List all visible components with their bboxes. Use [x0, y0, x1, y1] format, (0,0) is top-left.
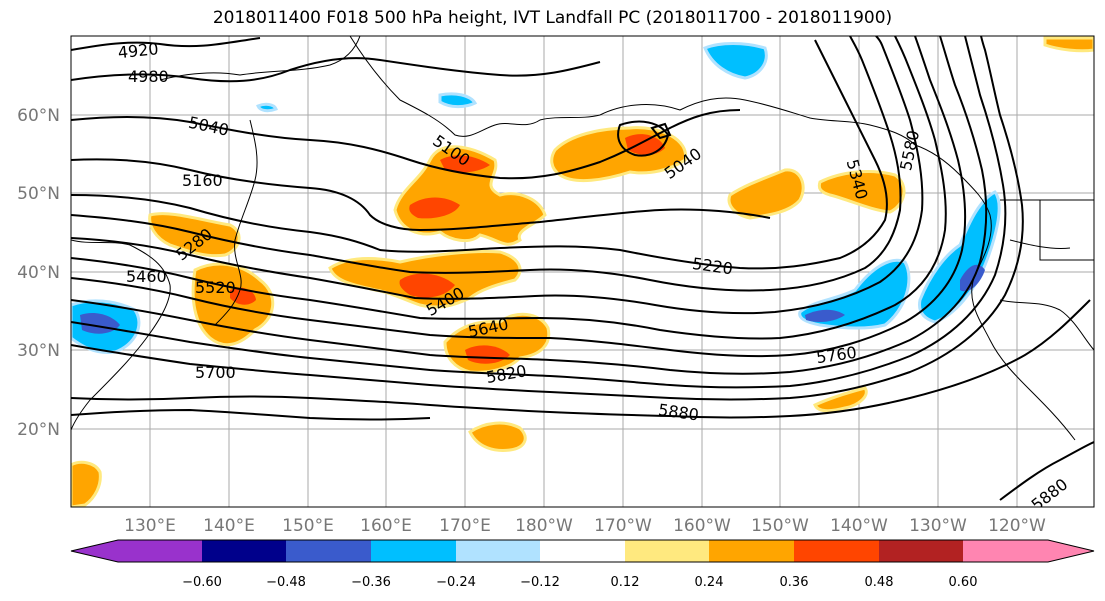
- lon-label: 120°W: [988, 516, 1046, 536]
- longitude-labels: 130°E 140°E 150°E 160°E 170°E 180°W 170°…: [124, 516, 1046, 536]
- lat-label: 20°N: [17, 420, 60, 440]
- colorbar-cell: [540, 540, 625, 562]
- colorbar-cell: [879, 540, 963, 562]
- contour-label: 5160: [182, 171, 223, 190]
- contour-label: 4920: [117, 39, 159, 62]
- colorbar-cell: [371, 540, 456, 562]
- colorbar-tick-label: −0.36: [351, 575, 391, 590]
- ivt-strong-positive-region: [625, 134, 665, 155]
- colorbar-cell: [202, 540, 286, 562]
- lat-label: 50°N: [17, 184, 60, 204]
- colorbar-tick-label: 0.60: [949, 575, 978, 590]
- ivt-strong-positive-region: [409, 197, 460, 219]
- colorbar-tick-label: −0.12: [520, 575, 560, 590]
- latitude-labels: 60°N 50°N 40°N 30°N 20°N: [17, 106, 60, 440]
- ivt-positive-region: [468, 421, 527, 452]
- height-contours: [71, 36, 1094, 501]
- map-frame: [70, 35, 1095, 508]
- colorbar-cell: [456, 540, 540, 562]
- lon-label: 170°E: [439, 516, 491, 536]
- lon-label: 130°E: [124, 516, 176, 536]
- colorbar-cells: [70, 539, 1095, 563]
- contour-label: 5520: [195, 278, 236, 297]
- ivt-strong-positive-region: [230, 287, 256, 305]
- map-title: 2018011400 F018 500 hPa height, IVT Land…: [212, 8, 893, 28]
- contour-label: 4980: [128, 67, 169, 86]
- colorbar-tick-label: −0.60: [182, 575, 222, 590]
- colorbar-tick-label: 0.12: [611, 575, 640, 590]
- colorbar-cell: [963, 540, 1048, 562]
- lon-label: 150°W: [751, 516, 809, 536]
- lat-label: 40°N: [17, 263, 60, 283]
- lon-label: 160°W: [673, 516, 731, 536]
- lon-label: 160°E: [360, 516, 412, 536]
- contour-label: 5460: [126, 267, 167, 286]
- lon-label: 140°W: [830, 516, 888, 536]
- ivt-positive-region: [393, 145, 547, 246]
- colorbar-outline: [70, 539, 1095, 563]
- colorbar: −0.60 −0.48 −0.36 −0.24 −0.12 0.12 0.24 …: [70, 539, 1095, 590]
- colorbar-extend-high: [1048, 540, 1094, 562]
- lon-label: 140°E: [203, 516, 255, 536]
- lon-label: 130°W: [909, 516, 967, 536]
- ivt-negative-region: [438, 92, 478, 109]
- ivt-strong-positive-region: [399, 273, 455, 298]
- lon-label: 170°W: [594, 516, 652, 536]
- contour-label: 5700: [195, 363, 236, 382]
- ivt-strong-negative-region: [960, 264, 985, 292]
- colorbar-cell: [625, 540, 709, 562]
- colorbar-cell: [709, 540, 794, 562]
- ivt-negative-region: [256, 102, 278, 113]
- colorbar-tick-label: −0.24: [436, 575, 476, 590]
- colorbar-tick-label: −0.48: [266, 575, 306, 590]
- colorbar-cell: [118, 540, 202, 562]
- lat-label: 30°N: [17, 341, 60, 361]
- lon-label: 180°W: [515, 516, 573, 536]
- colorbar-cell: [794, 540, 879, 562]
- lon-label: 150°E: [282, 516, 334, 536]
- colorbar-extend-low: [71, 540, 118, 562]
- ivt-strong-negative-region: [805, 309, 845, 323]
- ivt-positive-region: [71, 460, 102, 507]
- lat-label: 60°N: [17, 106, 60, 126]
- ivt-positive-region: [148, 212, 241, 258]
- colorbar-tick-label: 0.36: [780, 575, 809, 590]
- ivt-positive-region: [813, 386, 868, 413]
- coastlines: [71, 36, 1094, 441]
- ivt-strong-positive-region: [440, 155, 490, 173]
- colorbar-tick-label: 0.48: [865, 575, 894, 590]
- colorbar-tick-label: 0.24: [695, 575, 724, 590]
- colorbar-cell: [286, 540, 371, 562]
- ivt-negative-region: [703, 42, 768, 80]
- colorbar-ticks: −0.60 −0.48 −0.36 −0.24 −0.12 0.12 0.24 …: [182, 575, 977, 590]
